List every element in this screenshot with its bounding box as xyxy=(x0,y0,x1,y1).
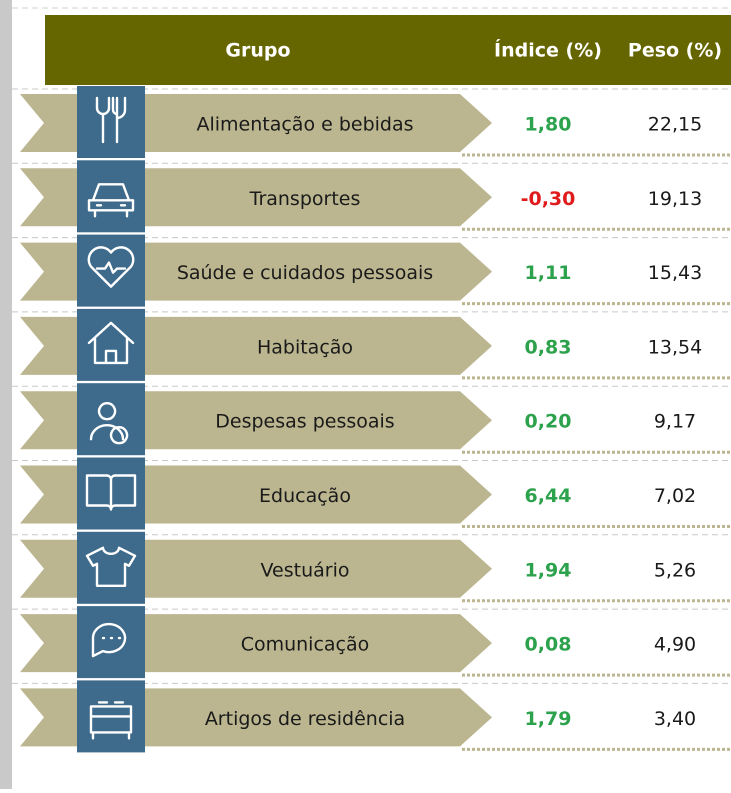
row-indice: 0,08 xyxy=(525,634,572,656)
row-icon xyxy=(85,474,137,511)
row-label: Comunicação xyxy=(241,634,370,656)
icon-cell xyxy=(77,86,145,158)
row-peso: 15,43 xyxy=(648,262,702,284)
row-peso: 3,40 xyxy=(654,708,696,730)
row-icon xyxy=(87,183,135,218)
row-icon xyxy=(85,546,137,587)
header-indice: Índice (%) xyxy=(494,39,602,62)
row-indice: -0,30 xyxy=(521,188,576,210)
row-peso: 22,15 xyxy=(648,114,702,136)
row-icon xyxy=(95,96,127,144)
row-label: Habitação xyxy=(257,336,353,358)
icon-cell xyxy=(77,160,145,233)
row-indice: 1,79 xyxy=(525,708,572,730)
row-peso: 13,54 xyxy=(648,336,702,358)
row-indice: 1,94 xyxy=(525,559,572,581)
row-label: Despesas pessoais xyxy=(215,411,394,433)
row-peso: 19,13 xyxy=(648,188,702,210)
row-indice: 1,11 xyxy=(525,262,572,284)
row-label: Vestuário xyxy=(261,559,350,581)
row-icon xyxy=(87,321,135,365)
header-peso: Peso (%) xyxy=(628,40,722,62)
header-bar xyxy=(45,15,731,85)
row-label: Alimentação e bebidas xyxy=(196,114,413,136)
row-peso: 7,02 xyxy=(654,485,696,507)
row-indice: 1,80 xyxy=(525,114,572,136)
row-label: Saúde e cuidados pessoais xyxy=(177,262,433,284)
row-peso: 4,90 xyxy=(654,634,696,656)
row-label: Educação xyxy=(259,485,351,507)
row-indice: 6,44 xyxy=(525,485,572,507)
icon-cell xyxy=(77,531,145,604)
left-strip xyxy=(0,0,12,789)
icon-cell xyxy=(77,606,145,679)
icon-cell xyxy=(77,308,145,381)
row-icon xyxy=(91,622,127,658)
row-peso: 9,17 xyxy=(654,411,696,433)
row-icon xyxy=(87,246,135,288)
row-label: Artigos de residência xyxy=(205,708,405,730)
row-icon xyxy=(89,701,133,740)
row-indice: 0,20 xyxy=(525,411,572,433)
row-peso: 5,26 xyxy=(654,559,696,581)
row-icon xyxy=(89,402,129,445)
row-indice: 0,83 xyxy=(525,336,572,358)
header-grupo: Grupo xyxy=(225,40,290,62)
row-label: Transportes xyxy=(249,188,361,210)
